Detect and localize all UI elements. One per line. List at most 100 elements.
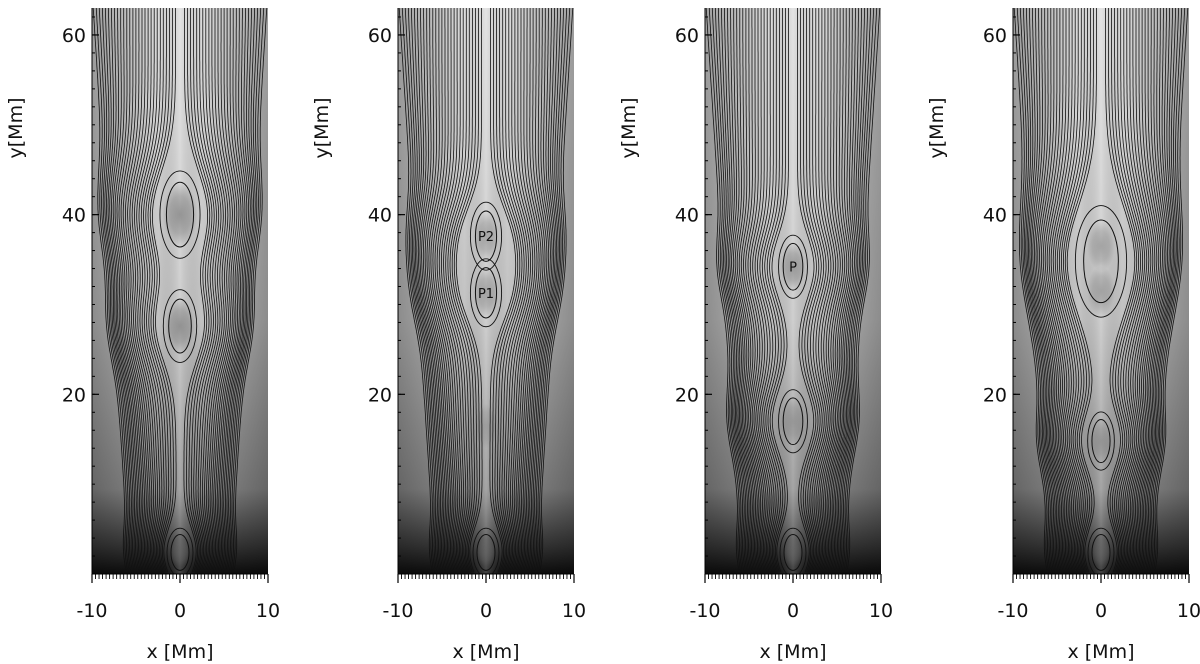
- field-line: [408, 8, 438, 573]
- field-line: [525, 8, 553, 573]
- field-line: [1152, 8, 1186, 573]
- field-line: [1064, 8, 1094, 573]
- field-line: [1028, 8, 1058, 573]
- field-line: [813, 8, 832, 573]
- y-tick-label: 60: [62, 25, 86, 47]
- field-line: [131, 8, 157, 573]
- field-line: [832, 8, 855, 573]
- field-line: [1116, 8, 1143, 573]
- field-line: [838, 8, 865, 573]
- field-line: [1016, 8, 1050, 573]
- y-axis-label: y[Mm]: [618, 98, 640, 159]
- field-line: [404, 8, 436, 573]
- plasmoid-contour: [472, 527, 500, 574]
- y-tick-label: 40: [983, 205, 1007, 227]
- plasmoid-core-shade: [783, 538, 803, 567]
- field-line: [1059, 8, 1086, 573]
- field-line: [201, 8, 227, 573]
- field-line: [759, 8, 777, 573]
- panel-4: 20 40 60 -10 0 10 x [Mm] y[Mm]: [926, 8, 1200, 663]
- field-line: [215, 8, 244, 573]
- field-line: [1151, 8, 1183, 573]
- field-line: [219, 8, 248, 573]
- field-line: [149, 8, 174, 573]
- field-line: [1032, 8, 1062, 573]
- plasmoid-core-shade: [473, 212, 499, 260]
- field-line: [1124, 8, 1152, 573]
- field-line: [129, 8, 155, 573]
- y-tick-label: 40: [368, 205, 392, 227]
- field-line: [846, 8, 881, 573]
- field-line: [492, 8, 519, 573]
- plasmoid-contour: [170, 533, 190, 571]
- x-tick-label: 0: [174, 600, 186, 622]
- field-line: [1052, 8, 1080, 573]
- field-line: [1129, 8, 1158, 573]
- field-line: [1035, 8, 1066, 573]
- field-line: [754, 8, 773, 573]
- plasmoid-contour: [778, 234, 808, 299]
- field-line: [1108, 8, 1138, 573]
- field-line: [426, 8, 454, 573]
- field-line: [1041, 8, 1070, 573]
- plasmoid-contour: [1087, 527, 1115, 574]
- field-line: [1044, 8, 1073, 573]
- plasmoid-contour: [1091, 533, 1111, 571]
- field-line: [1048, 8, 1076, 573]
- field-line: [122, 8, 149, 573]
- field-line: [824, 8, 846, 573]
- field-line: [438, 8, 465, 573]
- field-line: [761, 8, 779, 573]
- y-tick-label: 40: [675, 205, 699, 227]
- field-line: [745, 8, 765, 573]
- field-line: [743, 8, 764, 573]
- y-tick-label: 40: [62, 205, 86, 227]
- plasmoid-core-shade: [476, 538, 496, 567]
- field-line: [417, 8, 446, 573]
- plasmoid-contour: [783, 533, 803, 571]
- y-tick-label: 20: [675, 384, 699, 406]
- field-line: [1025, 8, 1054, 573]
- field-line: [1136, 8, 1167, 573]
- field-line: [515, 8, 542, 573]
- field-line: [443, 8, 469, 573]
- plasmoid-contour: [782, 242, 804, 291]
- field-line: [523, 8, 551, 573]
- field-line: [1114, 8, 1141, 573]
- field-line: [1132, 8, 1161, 573]
- field-line: [1029, 8, 1059, 573]
- field-line: [197, 8, 222, 573]
- x-tick-label: 10: [1177, 600, 1200, 622]
- field-line: [138, 8, 163, 573]
- field-line: [1054, 8, 1082, 573]
- field-line: [715, 8, 745, 573]
- field-line: [1061, 8, 1088, 573]
- field-line: [1127, 8, 1156, 573]
- x-tick-label: 10: [256, 600, 280, 622]
- field-line: [140, 8, 165, 573]
- plasmoid-contour: [782, 397, 804, 446]
- plasmoid-core-shade: [162, 183, 198, 247]
- x-axis-label: x [Mm]: [452, 641, 519, 663]
- plasmoid-core-shade: [780, 397, 806, 445]
- field-line: [1126, 8, 1154, 573]
- field-line: [827, 8, 850, 573]
- field-line: [203, 8, 229, 573]
- field-line: [143, 8, 167, 573]
- field-line: [416, 8, 444, 573]
- field-line: [708, 8, 742, 573]
- axes: 20 40 60 -10 0 10: [368, 8, 586, 622]
- field-line: [453, 8, 480, 573]
- x-tick-label: 10: [562, 600, 586, 622]
- field-line: [1141, 8, 1172, 573]
- field-line: [529, 8, 558, 573]
- y-axis-label: y[Mm]: [926, 98, 948, 159]
- field-line: [528, 8, 556, 573]
- field-line: [718, 8, 746, 573]
- plot-area: P2 P1: [398, 8, 574, 574]
- field-line: [749, 8, 769, 573]
- field-line: [136, 8, 161, 573]
- field-line: [830, 8, 854, 573]
- field-line: [428, 8, 455, 573]
- plasmoid-contour: [469, 258, 503, 328]
